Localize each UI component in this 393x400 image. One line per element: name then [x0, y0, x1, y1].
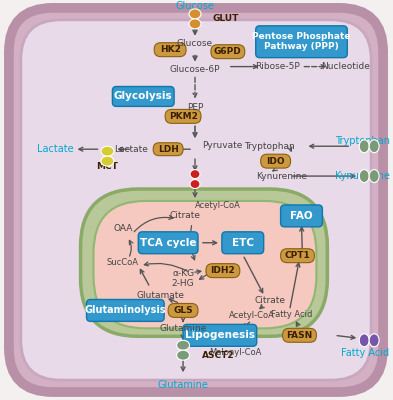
Text: MCT: MCT [97, 162, 118, 171]
Text: LDH: LDH [158, 145, 178, 154]
FancyBboxPatch shape [168, 304, 198, 317]
FancyBboxPatch shape [211, 45, 245, 59]
Text: CPT1: CPT1 [285, 251, 310, 260]
Text: IDH2: IDH2 [211, 266, 235, 275]
Text: Glucose: Glucose [177, 39, 213, 48]
Text: Ribose-5P: Ribose-5P [255, 62, 300, 71]
Text: Malonyl-CoA: Malonyl-CoA [209, 348, 261, 357]
FancyBboxPatch shape [261, 154, 290, 168]
Text: Lactate: Lactate [114, 145, 148, 154]
FancyBboxPatch shape [153, 143, 183, 156]
Ellipse shape [369, 170, 379, 182]
Text: Pyruvate: Pyruvate [202, 141, 242, 150]
Text: Tryptophan: Tryptophan [244, 142, 294, 151]
Ellipse shape [190, 170, 200, 178]
Text: PEP: PEP [187, 103, 203, 112]
Text: Acetyl-CoA: Acetyl-CoA [229, 311, 275, 320]
FancyBboxPatch shape [165, 110, 201, 123]
Text: OAA: OAA [114, 224, 133, 233]
FancyBboxPatch shape [281, 205, 322, 227]
Text: Lactate: Lactate [37, 144, 74, 154]
Text: G6PD: G6PD [214, 47, 242, 56]
Ellipse shape [189, 9, 201, 19]
Text: PKM2: PKM2 [169, 112, 198, 121]
FancyBboxPatch shape [281, 249, 314, 263]
FancyBboxPatch shape [256, 26, 347, 58]
Text: Tryptophan: Tryptophan [335, 136, 390, 146]
FancyBboxPatch shape [183, 324, 257, 346]
Ellipse shape [369, 334, 379, 347]
Text: Glutamine: Glutamine [160, 324, 207, 333]
Text: TCA cycle: TCA cycle [140, 238, 196, 248]
Text: ASCT2: ASCT2 [202, 351, 235, 360]
FancyBboxPatch shape [138, 232, 198, 254]
Text: 2-HG: 2-HG [172, 279, 195, 288]
Text: Fatty Acid: Fatty Acid [271, 310, 312, 319]
Ellipse shape [359, 170, 369, 182]
Text: Glutaminolysis: Glutaminolysis [84, 306, 166, 316]
Text: Citrate: Citrate [254, 296, 285, 305]
FancyBboxPatch shape [154, 43, 186, 57]
Text: Glucose-6P: Glucose-6P [170, 65, 220, 74]
Text: Acetyl-CoA: Acetyl-CoA [195, 202, 241, 210]
FancyBboxPatch shape [112, 86, 174, 106]
Ellipse shape [176, 340, 189, 350]
Text: ETC: ETC [232, 238, 254, 248]
Text: Citrate: Citrate [169, 211, 200, 220]
Text: α-KG: α-KG [172, 269, 194, 278]
Text: FASN: FASN [286, 331, 312, 340]
Ellipse shape [190, 180, 200, 188]
Text: Glutamine: Glutamine [158, 380, 209, 390]
FancyBboxPatch shape [21, 20, 371, 380]
Text: Nucleotide: Nucleotide [321, 62, 370, 71]
Text: IDO: IDO [266, 157, 285, 166]
Text: Glutamate: Glutamate [136, 291, 184, 300]
Ellipse shape [101, 156, 114, 166]
Ellipse shape [101, 146, 114, 156]
Text: GLUT: GLUT [213, 14, 239, 23]
Text: FAO: FAO [290, 211, 313, 221]
Text: Kynurenine: Kynurenine [335, 171, 390, 181]
FancyBboxPatch shape [222, 232, 264, 254]
Ellipse shape [189, 19, 201, 29]
Text: Glucose: Glucose [176, 1, 215, 11]
FancyBboxPatch shape [86, 300, 164, 321]
Text: Kynurenine: Kynurenine [256, 172, 307, 180]
Ellipse shape [369, 140, 379, 153]
FancyBboxPatch shape [283, 328, 316, 342]
FancyBboxPatch shape [9, 8, 383, 392]
Ellipse shape [359, 334, 369, 347]
Text: Lipogenesis: Lipogenesis [185, 330, 255, 340]
Text: Fatty Acid: Fatty Acid [341, 348, 389, 358]
Text: SucCoA: SucCoA [107, 258, 138, 267]
Ellipse shape [359, 140, 369, 153]
FancyBboxPatch shape [94, 201, 316, 328]
Text: HK2: HK2 [160, 45, 180, 54]
Text: GLS: GLS [173, 306, 193, 315]
FancyBboxPatch shape [206, 264, 240, 278]
Text: Glycolysis: Glycolysis [114, 92, 173, 102]
Text: Pentose Phosphate
Pathway (PPP): Pentose Phosphate Pathway (PPP) [252, 32, 351, 52]
FancyBboxPatch shape [81, 189, 327, 336]
Ellipse shape [176, 350, 189, 360]
